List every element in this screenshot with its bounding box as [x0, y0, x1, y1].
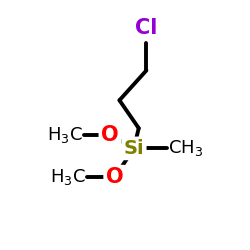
Text: Si: Si [124, 139, 144, 158]
Text: $\mathsf{CH_3}$: $\mathsf{CH_3}$ [168, 138, 203, 158]
Text: $\mathsf{H_3C}$: $\mathsf{H_3C}$ [47, 125, 83, 145]
Text: O: O [101, 125, 119, 145]
Text: Cl: Cl [135, 18, 158, 38]
Text: $\mathsf{H_3C}$: $\mathsf{H_3C}$ [50, 167, 86, 187]
Text: O: O [106, 167, 124, 187]
